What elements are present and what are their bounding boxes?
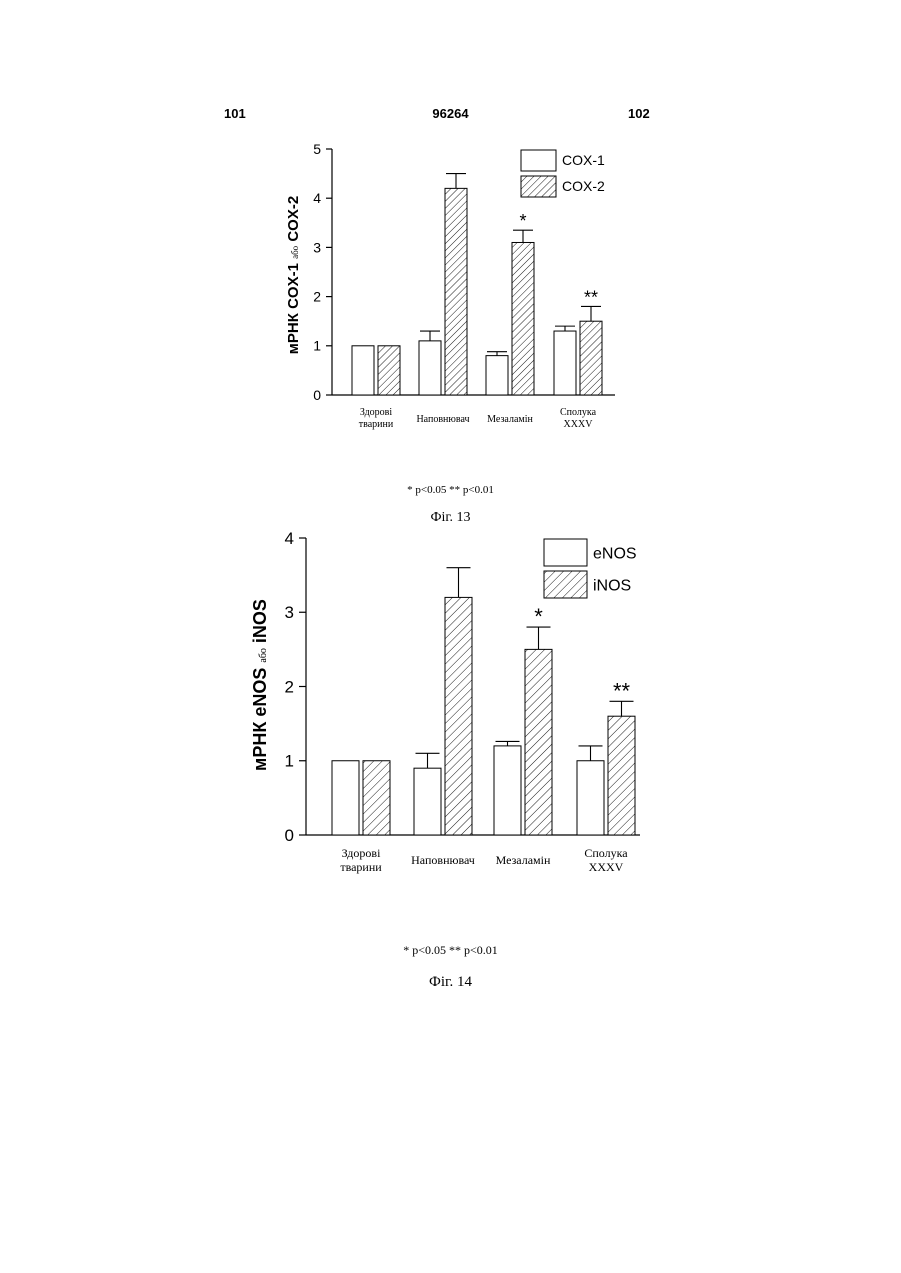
bar-cox-2 — [580, 321, 602, 395]
bar-inos — [608, 716, 635, 835]
category-label: Здоровітварини — [359, 407, 394, 430]
figure-14-chart: 0 1 2 3 4 мРНК eNOS або iNOS Здоровітварини Нап… — [0, 515, 901, 895]
significance-marker: * — [534, 604, 543, 629]
y-tick-label: 1 — [285, 752, 294, 771]
bar-enos — [414, 768, 441, 835]
y-tick-label: 3 — [285, 603, 294, 622]
figure-14-caption: Фіг. 14 — [0, 974, 901, 991]
bar-enos — [494, 746, 521, 835]
legend-label: COX-1 — [562, 152, 605, 168]
category-label: Наповнювач — [411, 853, 475, 867]
bar-cox-2 — [445, 188, 467, 395]
y-tick-label: 5 — [313, 141, 321, 157]
y-tick-label: 0 — [313, 387, 321, 403]
y-tick-label: 4 — [285, 529, 294, 548]
bar-cox-2 — [512, 242, 534, 395]
page-number-right: 102 — [628, 106, 650, 121]
bar-cox-1 — [554, 331, 576, 395]
legend-swatch — [544, 539, 587, 566]
bar-inos — [363, 761, 390, 835]
category-label: СполукаXXXV — [560, 407, 597, 430]
significance-marker: ** — [613, 678, 631, 703]
legend-label: eNOS — [593, 545, 637, 562]
bar-inos — [525, 649, 552, 835]
y-tick-label: 3 — [313, 239, 321, 255]
y-axis-label: мРНК COX-1 або COX-2 — [285, 196, 302, 354]
legend-swatch — [521, 176, 556, 197]
category-label: СполукаXXXV — [584, 846, 628, 874]
y-tick-label: 2 — [313, 289, 321, 305]
category-label: Наповнювач — [416, 414, 469, 425]
legend-swatch — [544, 571, 587, 598]
significance-marker: * — [519, 211, 526, 231]
category-label: Мезаламін — [487, 414, 533, 425]
figure-14-footnote: * p<0.05 ** p<0.01 — [0, 943, 901, 958]
significance-marker: ** — [584, 287, 598, 307]
y-tick-label: 2 — [285, 677, 294, 696]
bar-inos — [445, 597, 472, 835]
figure-13-footnote: * p<0.05 ** p<0.01 — [0, 484, 901, 496]
bar-cox-1 — [352, 346, 374, 395]
figure-13-chart: 0 1 2 3 4 5 мРНК COX-1 або COX-2 Здоровітварини… — [0, 130, 901, 450]
patent-number: 96264 — [0, 106, 901, 121]
bar-cox-2 — [378, 346, 400, 395]
legend-label: COX-2 — [562, 178, 605, 194]
y-axis-label: мРНК eNOS або iNOS — [250, 599, 270, 771]
category-label: Мезаламін — [496, 853, 551, 867]
y-tick-label: 4 — [313, 190, 321, 206]
bar-enos — [332, 761, 359, 835]
legend-swatch — [521, 150, 556, 171]
bar-cox-1 — [486, 356, 508, 395]
category-label: Здоровітварини — [340, 846, 382, 874]
legend-label: iNOS — [593, 577, 631, 594]
y-tick-label: 1 — [313, 338, 321, 354]
y-tick-label: 0 — [285, 826, 294, 845]
bar-enos — [577, 761, 604, 835]
bar-cox-1 — [419, 341, 441, 395]
